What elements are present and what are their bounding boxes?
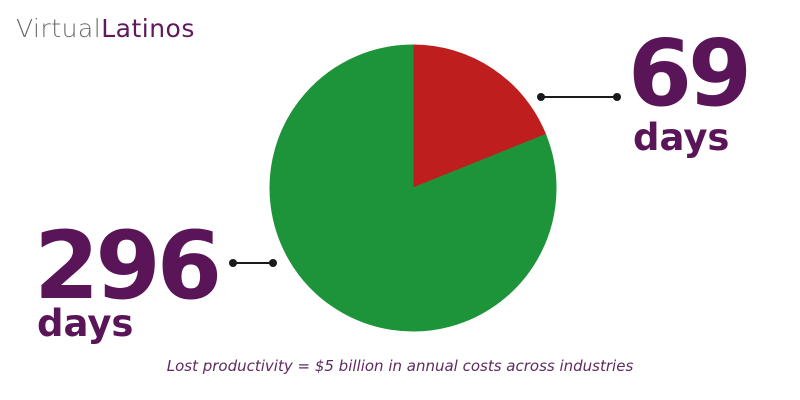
chart-caption: Lost productivity = $5 billion in annual… bbox=[166, 357, 634, 375]
leader-line-small-slice bbox=[537, 93, 621, 101]
slice-value-label-small: 69 bbox=[628, 20, 752, 127]
logo-text-virtual: Virtual bbox=[16, 14, 102, 43]
pie-slices bbox=[269, 44, 557, 332]
leader-line-large-slice bbox=[229, 259, 277, 267]
slice-value-label-large: 296 bbox=[34, 212, 222, 321]
virtual-latinos-logo: VirtualLatinos bbox=[16, 14, 195, 44]
slice-unit-label-small: days bbox=[633, 116, 730, 159]
pie-slice-69 bbox=[412, 44, 547, 189]
slice-unit-label-large: days bbox=[37, 302, 134, 345]
logo-text-latinos: Latinos bbox=[101, 14, 195, 43]
pie-slice-296 bbox=[269, 44, 557, 332]
